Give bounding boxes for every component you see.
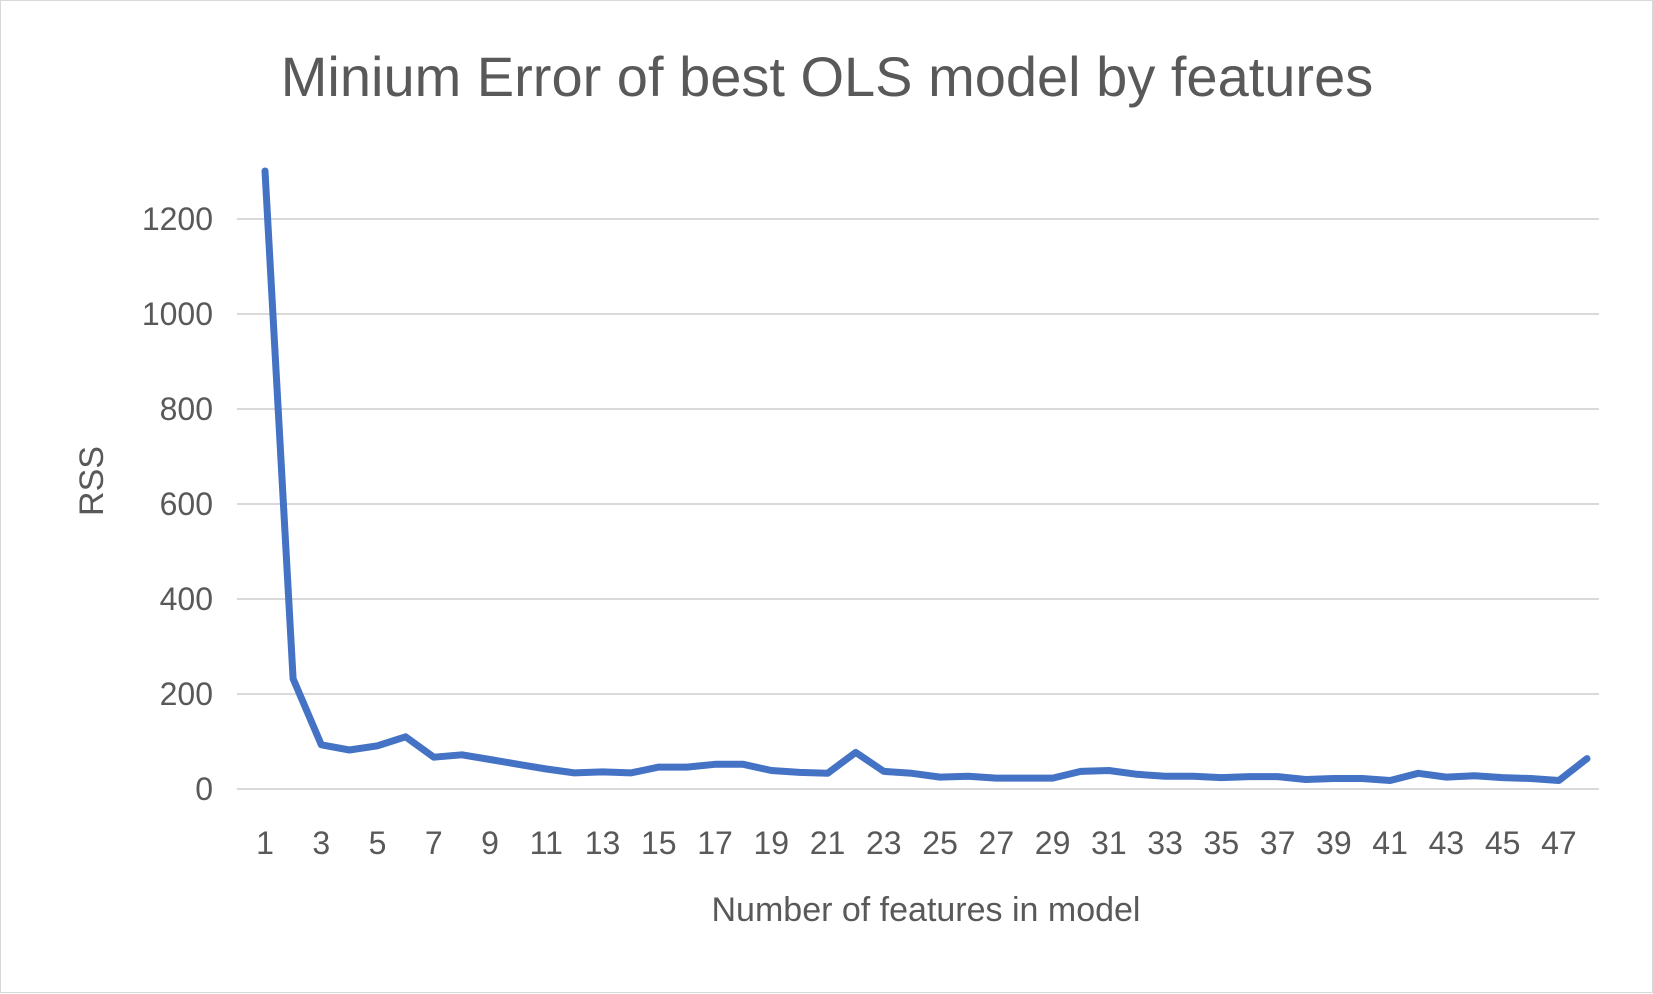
y-tick-label: 200 (160, 676, 213, 712)
x-tick-label: 35 (1204, 825, 1240, 861)
x-tick-label: 9 (481, 825, 499, 861)
x-tick-label: 19 (754, 825, 790, 861)
x-tick-label: 45 (1485, 825, 1521, 861)
x-tick-label: 41 (1372, 825, 1408, 861)
x-tick-label: 27 (979, 825, 1015, 861)
y-tick-label: 600 (160, 486, 213, 522)
x-tick-label: 39 (1316, 825, 1352, 861)
x-tick-label: 21 (810, 825, 846, 861)
x-axis-title: Number of features in model (712, 891, 1141, 929)
x-tick-label: 15 (641, 825, 677, 861)
y-tick-label: 0 (195, 771, 213, 807)
y-axis-title: RSS (73, 446, 111, 516)
x-tick-label: 43 (1429, 825, 1465, 861)
y-tick-label: 1200 (142, 201, 213, 237)
x-tick-label: 31 (1091, 825, 1127, 861)
y-tick-label: 1000 (142, 296, 213, 332)
x-tick-label: 33 (1147, 825, 1183, 861)
chart-title: Minium Error of best OLS model by featur… (281, 45, 1373, 108)
series-line-rss (261, 167, 1591, 784)
x-tick-label: 17 (697, 825, 733, 861)
x-tick-label: 37 (1260, 825, 1296, 861)
y-tick-label: 800 (160, 391, 213, 427)
x-tick-labels: 1 3 5 7 9 11 13 15 17 19 21 23 25 27 29 31 33 35 37 39 41 43 4… (256, 825, 1577, 861)
x-tick-label: 3 (312, 825, 330, 861)
y-tick-label: 400 (160, 581, 213, 617)
x-tick-label: 25 (922, 825, 958, 861)
x-tick-label: 7 (425, 825, 443, 861)
x-tick-label: 23 (866, 825, 902, 861)
x-tick-label: 13 (585, 825, 621, 861)
x-tick-label: 5 (369, 825, 387, 861)
x-tick-label: 29 (1035, 825, 1071, 861)
x-tick-label: 1 (256, 825, 274, 861)
x-tick-label: 11 (530, 825, 563, 861)
x-tick-label: 47 (1541, 825, 1577, 861)
gridlines (237, 218, 1599, 790)
y-tick-labels: 0 200 400 600 800 1000 1200 (142, 201, 213, 807)
